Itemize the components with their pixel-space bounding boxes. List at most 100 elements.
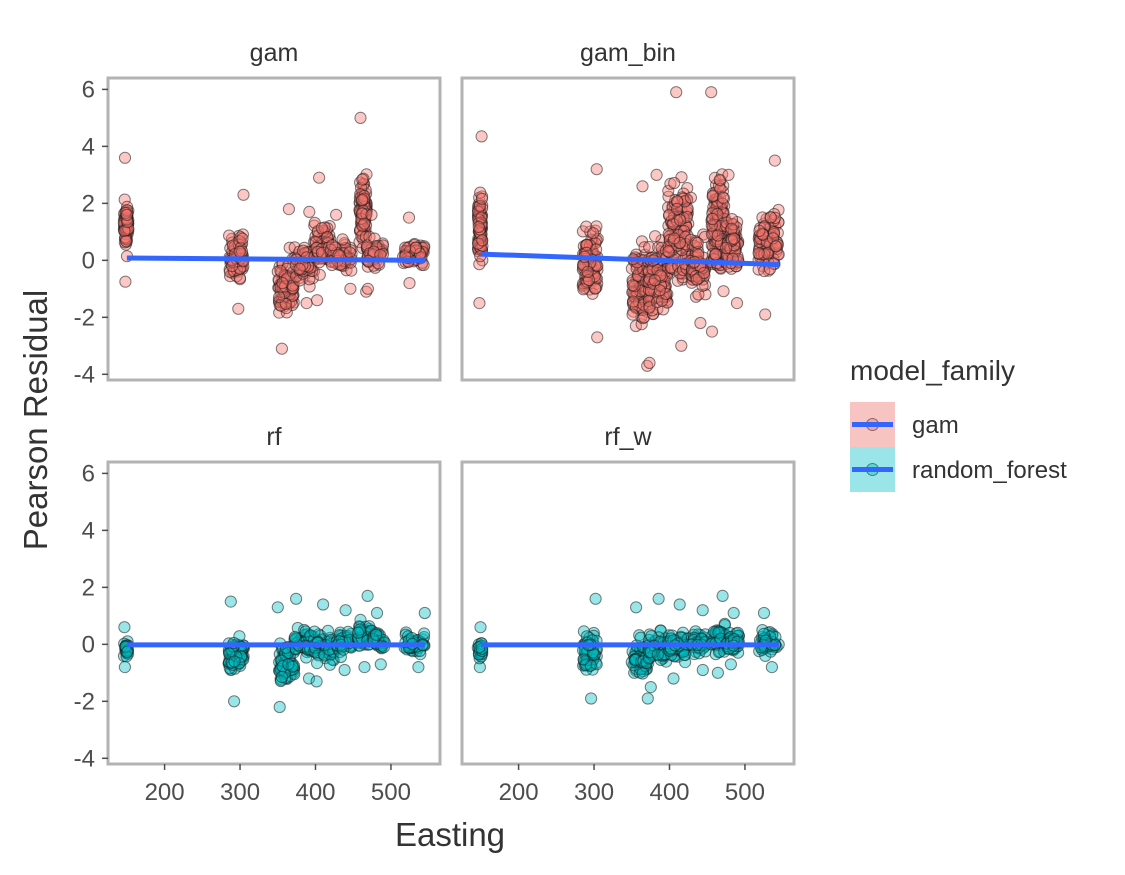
y-tick-label: 0 <box>82 631 95 658</box>
data-point <box>121 645 134 659</box>
data-point <box>317 598 330 611</box>
data-point <box>473 297 486 310</box>
legend-items: gam random_forest <box>850 402 1067 492</box>
data-point <box>370 606 384 620</box>
x-tick-label: 200 <box>499 779 539 806</box>
panel-border <box>106 460 442 766</box>
data-point <box>409 241 422 254</box>
data-point <box>354 111 367 125</box>
data-point <box>365 208 378 221</box>
data-point <box>276 277 289 290</box>
data-point <box>344 282 357 295</box>
data-point <box>418 606 431 620</box>
panel-border <box>460 460 796 766</box>
data-point <box>648 274 661 287</box>
data-point <box>668 232 681 245</box>
data-point <box>585 692 598 705</box>
data-point <box>626 308 639 321</box>
data-point <box>402 211 416 224</box>
data-point <box>589 592 602 605</box>
x-tick-label: 200 <box>145 779 185 806</box>
data-point <box>724 658 738 671</box>
data-point <box>273 291 286 304</box>
data-point <box>303 205 316 218</box>
x-tick-label: 500 <box>725 779 765 806</box>
y-tick-label: 6 <box>82 76 95 103</box>
points <box>117 589 431 714</box>
y-tick-label: 6 <box>82 460 95 487</box>
x-axis-title: Easting <box>395 816 505 853</box>
data-point <box>759 308 772 321</box>
data-point <box>358 661 371 674</box>
data-point <box>706 212 719 226</box>
facet-gam_bin: gam_bin <box>460 39 796 382</box>
data-point <box>313 268 326 281</box>
facet-rf_w: rf_w 200 300 400 500 <box>460 423 796 806</box>
data-point <box>228 655 241 668</box>
data-point <box>275 670 289 684</box>
facet-rf: rf -4 -2 0 2 4 6 200 300 400 500 <box>74 423 442 806</box>
data-point <box>587 227 600 240</box>
facet-strip-label: rf_w <box>604 423 652 451</box>
data-point <box>627 295 640 308</box>
data-point <box>727 606 740 620</box>
data-point <box>311 657 324 670</box>
data-point <box>752 247 765 260</box>
data-point <box>716 589 729 603</box>
data-point <box>356 193 369 206</box>
data-point <box>474 621 487 634</box>
y-tick-label: -2 <box>74 688 95 715</box>
data-point <box>412 661 425 674</box>
data-point <box>326 239 339 252</box>
data-point <box>705 86 718 99</box>
legend-label: gam <box>912 412 959 439</box>
data-point <box>591 331 604 344</box>
data-point <box>308 625 321 638</box>
data-point <box>696 663 709 677</box>
data-point <box>282 658 295 671</box>
data-point <box>290 592 303 605</box>
data-point <box>232 302 245 315</box>
data-point <box>473 199 487 212</box>
data-point <box>753 224 766 237</box>
facet-strip-label: gam_bin <box>580 39 676 67</box>
data-point <box>120 208 134 221</box>
data-point <box>356 173 369 186</box>
data-point <box>119 206 132 220</box>
x-tick-label: 300 <box>574 779 614 806</box>
data-point <box>118 225 131 238</box>
data-point <box>224 595 237 608</box>
data-point <box>118 661 132 674</box>
data-point <box>236 232 249 245</box>
data-point <box>630 601 643 614</box>
data-point <box>300 297 313 310</box>
data-point <box>338 663 351 677</box>
data-point <box>577 283 590 296</box>
data-point <box>361 589 374 603</box>
data-point <box>675 339 688 352</box>
data-point <box>652 592 665 605</box>
data-point <box>288 630 301 644</box>
data-point <box>684 191 698 204</box>
data-point <box>367 245 380 258</box>
data-point <box>336 233 349 246</box>
data-point <box>275 342 288 355</box>
data-point <box>226 259 239 273</box>
x-tick-label: 500 <box>371 779 411 806</box>
data-point <box>720 241 733 255</box>
data-point <box>668 176 681 190</box>
data-point <box>768 154 782 167</box>
data-point <box>770 240 783 253</box>
data-point <box>730 297 744 310</box>
data-point <box>698 266 711 280</box>
y-tick-label: -2 <box>74 304 95 331</box>
data-point <box>662 245 675 258</box>
facet-gam: gam -4 -2 0 2 4 6 <box>74 39 442 388</box>
data-point <box>119 275 132 288</box>
x-tick-label: 400 <box>295 779 335 806</box>
data-point <box>696 604 709 617</box>
data-point <box>641 692 654 705</box>
data-point <box>339 604 352 617</box>
